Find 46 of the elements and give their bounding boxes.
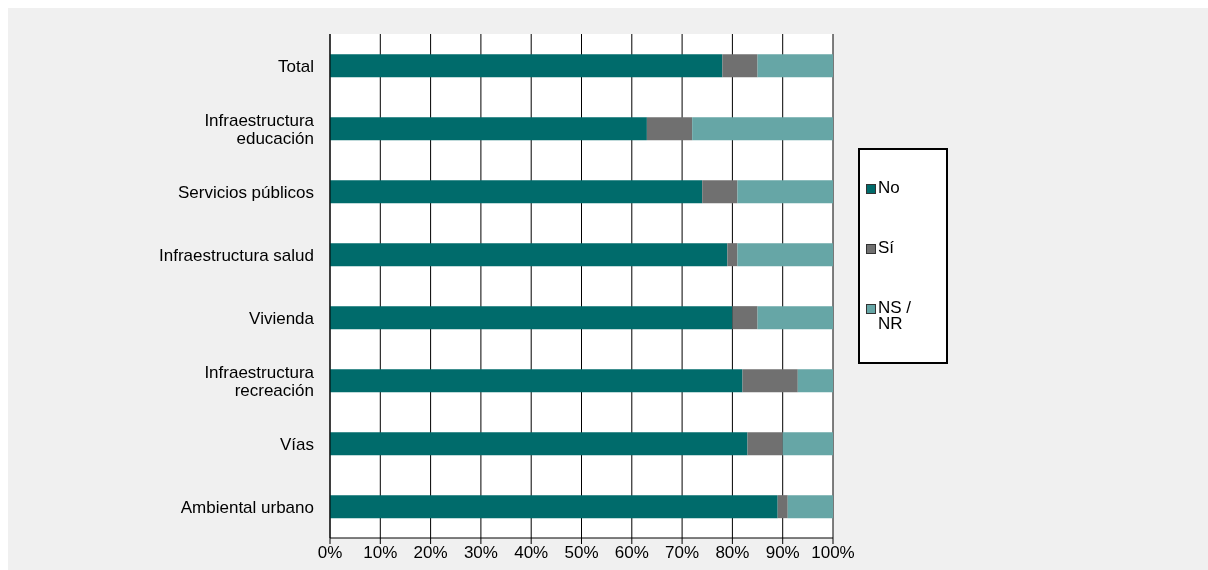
bar <box>692 117 833 141</box>
bar <box>777 495 788 519</box>
legend-label: Sí <box>878 238 896 257</box>
bar <box>737 243 833 267</box>
x-tick-label: 0% <box>317 543 343 563</box>
bar <box>797 369 833 393</box>
y-tick-label: Infraestructura salud <box>159 245 314 264</box>
bar <box>737 180 833 204</box>
bar <box>330 306 733 330</box>
bar <box>330 369 743 393</box>
x-tick-label: 100% <box>811 543 855 563</box>
bar <box>747 432 783 456</box>
x-tick-label: 50% <box>564 543 599 563</box>
bar <box>722 54 758 78</box>
bar <box>787 495 833 519</box>
y-tick-label: Infraestructura recreación <box>204 362 315 399</box>
bar <box>732 306 758 330</box>
bar <box>727 243 738 267</box>
bar <box>330 54 723 78</box>
bar <box>782 432 833 456</box>
x-tick-label: 20% <box>413 543 448 563</box>
x-tick-label: 30% <box>463 543 498 563</box>
x-tick-label: 90% <box>765 543 800 563</box>
bar <box>757 306 833 330</box>
bar <box>330 432 748 456</box>
x-tick-label: 40% <box>514 543 549 563</box>
x-tick-label: 60% <box>614 543 649 563</box>
bar <box>330 495 778 519</box>
bar <box>330 180 703 204</box>
y-tick-label: Ambiental urbano <box>180 497 314 516</box>
y-tick-label: Infraestructura educación <box>204 110 315 147</box>
bar <box>757 54 833 78</box>
y-tick-label: Total <box>278 56 314 75</box>
x-tick-label: 70% <box>665 543 700 563</box>
bar <box>702 180 738 204</box>
bar <box>742 369 798 393</box>
y-tick-label: Vías <box>279 434 314 453</box>
bar <box>330 117 647 141</box>
x-tick-label: 10% <box>363 543 398 563</box>
y-tick-label: Vivienda <box>249 308 315 327</box>
x-tick-label: 80% <box>715 543 750 563</box>
legend-label: No <box>878 178 901 197</box>
bar <box>330 243 728 267</box>
legend-label: NS / NR <box>878 298 913 333</box>
y-tick-label: Servicios públicos <box>177 182 314 201</box>
bar <box>646 117 693 141</box>
